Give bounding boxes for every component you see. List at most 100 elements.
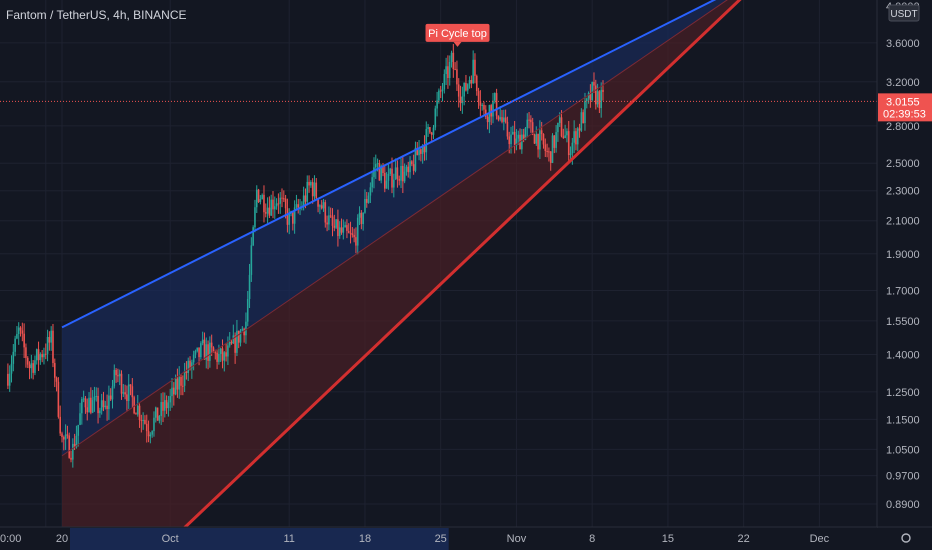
candle [537, 133, 539, 158]
candle [72, 438, 74, 468]
candle [52, 323, 54, 368]
y-tick-label: 3.6000 [886, 38, 920, 50]
candle [26, 356, 29, 369]
candle [136, 394, 139, 417]
candle [268, 196, 271, 219]
candle [454, 62, 456, 71]
candle [555, 125, 557, 153]
current-price-badge [878, 93, 932, 122]
candle [255, 185, 258, 213]
axis-corner [870, 528, 932, 550]
candle [429, 127, 431, 134]
candle [169, 388, 171, 411]
candle [263, 185, 265, 223]
x-tick-label: 22 [738, 533, 750, 545]
candle [531, 117, 534, 136]
candle [474, 53, 476, 84]
candle [246, 290, 249, 327]
candle [584, 92, 586, 131]
candle [402, 155, 404, 194]
candle [66, 425, 69, 439]
candle [230, 340, 233, 345]
lower-trendline[interactable] [179, 0, 819, 533]
candle [405, 164, 408, 176]
candle [562, 128, 565, 139]
candle [317, 197, 319, 213]
candle [411, 160, 413, 167]
candle [600, 82, 602, 118]
symbol-title: Fantom / TetherUS, 4h, BINANCE [6, 8, 187, 22]
candle [283, 190, 285, 202]
candle [138, 403, 141, 428]
candle [311, 178, 314, 204]
candle [409, 156, 411, 179]
pi-cycle-annotation[interactable]: Pi Cycle top [425, 23, 490, 47]
candle [355, 227, 357, 254]
candle [306, 175, 309, 206]
candle [567, 120, 570, 163]
candle [43, 347, 45, 365]
candle [407, 161, 410, 178]
candle [483, 101, 485, 115]
candle [117, 368, 119, 383]
candle [264, 203, 267, 218]
candle [466, 83, 469, 94]
y-tick-label: 2.5000 [886, 158, 920, 170]
candle [257, 188, 260, 203]
candle [293, 200, 296, 234]
candle [163, 392, 166, 418]
candle [279, 191, 282, 214]
x-tick-label: 0:00 [0, 533, 21, 545]
candle [16, 326, 18, 340]
candle [308, 175, 310, 193]
candle [77, 424, 80, 447]
candle [398, 175, 401, 186]
candle [553, 135, 556, 154]
candle [333, 214, 336, 232]
candle [183, 362, 186, 393]
candle [135, 412, 137, 415]
candle [64, 424, 67, 450]
candle [127, 374, 130, 409]
candle [393, 173, 395, 198]
y-tick-label: 2.1000 [886, 216, 920, 228]
candle [465, 74, 467, 92]
candle [504, 109, 507, 124]
candle [337, 209, 339, 247]
candle [275, 198, 278, 210]
candle [200, 341, 202, 360]
candle [180, 374, 182, 396]
candle [160, 393, 162, 425]
candle [156, 407, 159, 421]
unit-badge[interactable] [888, 4, 920, 22]
candle [566, 128, 568, 143]
candle [425, 121, 428, 161]
candle [270, 194, 272, 217]
candle [387, 163, 390, 190]
candle [171, 378, 173, 408]
candle [540, 121, 543, 141]
mid-trendline[interactable] [61, 0, 819, 457]
candle [109, 388, 112, 402]
y-tick-label: 1.0500 [886, 444, 920, 456]
candle [598, 90, 601, 114]
candle [259, 195, 262, 205]
candle [79, 402, 81, 426]
candle [167, 395, 170, 417]
upper-trendline[interactable] [61, 0, 819, 329]
candle [273, 196, 276, 219]
candle [191, 359, 193, 379]
axis-settings-icon[interactable] [901, 533, 911, 543]
candle [88, 392, 90, 413]
y-tick-label: 1.2500 [886, 387, 920, 399]
price-axis[interactable] [877, 0, 932, 550]
candle [237, 330, 240, 349]
candle [492, 92, 494, 124]
candle [210, 334, 213, 356]
candle [535, 126, 538, 146]
candle [364, 189, 366, 214]
candle [228, 332, 231, 348]
candle [75, 425, 78, 449]
candle [513, 120, 516, 154]
